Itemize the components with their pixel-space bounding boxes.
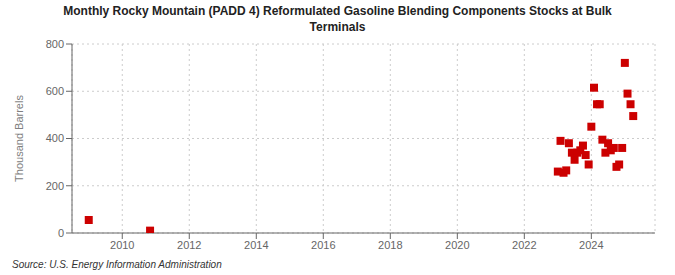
svg-text:800: 800 <box>46 38 64 50</box>
svg-text:2018: 2018 <box>378 239 402 251</box>
svg-text:2014: 2014 <box>244 239 268 251</box>
svg-text:0: 0 <box>58 227 64 239</box>
html-text:Source: U.S. Energy Informatio: Source: U.S. Energy Information Administ… <box>12 259 222 270</box>
svg-text:2012: 2012 <box>177 239 201 251</box>
svg-text:Thousand Barrels: Thousand Barrels <box>13 95 25 182</box>
svg-text:600: 600 <box>46 85 64 97</box>
svg-text:2020: 2020 <box>445 239 469 251</box>
html-text:Monthly Rocky Mountain (PADD 4: Monthly Rocky Mountain (PADD 4) Reformul… <box>63 4 612 18</box>
html-text:Terminals: Terminals <box>309 20 366 34</box>
svg-text:400: 400 <box>46 132 64 144</box>
svg-text:2016: 2016 <box>311 239 335 251</box>
svg-text:2010: 2010 <box>110 239 134 251</box>
svg-text:200: 200 <box>46 180 64 192</box>
svg-text:2024: 2024 <box>579 239 603 251</box>
svg-text:2022: 2022 <box>512 239 536 251</box>
